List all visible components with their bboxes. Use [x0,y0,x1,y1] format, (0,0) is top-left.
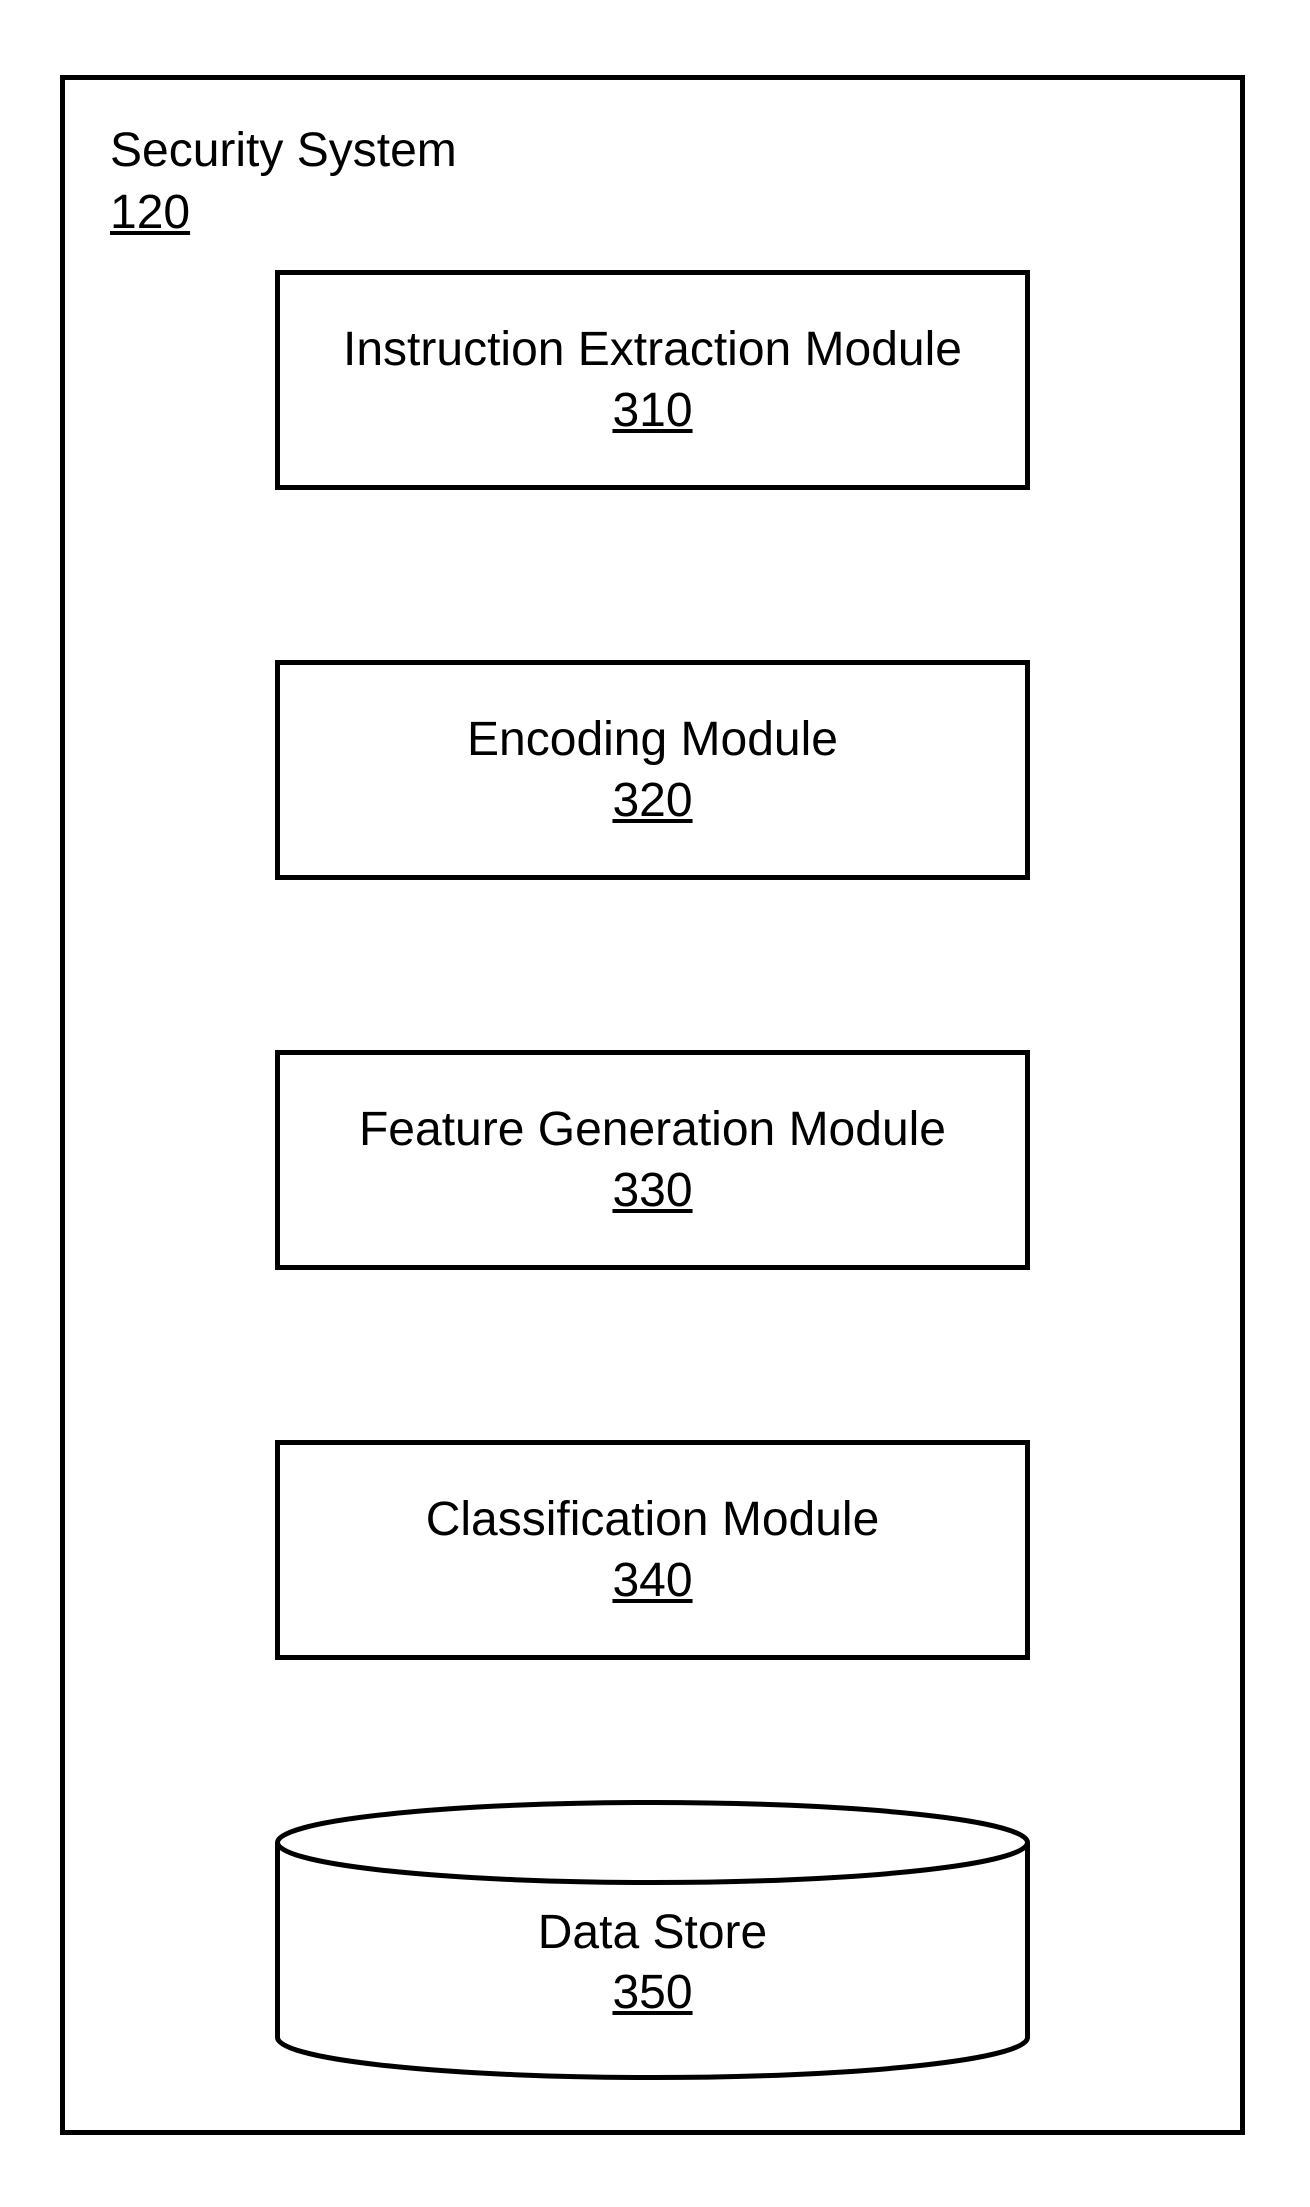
module-label: Classification Module [426,1492,880,1547]
module-classification: Classification Module 340 [275,1440,1030,1660]
module-label: Encoding Module [467,712,838,767]
module-ref-number: 310 [612,383,692,438]
module-ref-number: 330 [612,1163,692,1218]
datastore-label: Data Store [275,1905,1030,1960]
datastore-cylinder: Data Store 350 [275,1800,1030,2080]
diagram-ref-number: 120 [110,185,190,240]
module-label: Instruction Extraction Module [343,322,962,377]
module-feature-generation: Feature Generation Module 330 [275,1050,1030,1270]
module-label: Feature Generation Module [359,1102,946,1157]
module-ref-number: 340 [612,1553,692,1608]
module-instruction-extraction: Instruction Extraction Module 310 [275,270,1030,490]
diagram-title: Security System [110,120,457,182]
datastore-ref-number: 350 [275,1965,1030,2020]
module-encoding: Encoding Module 320 [275,660,1030,880]
module-ref-number: 320 [612,773,692,828]
